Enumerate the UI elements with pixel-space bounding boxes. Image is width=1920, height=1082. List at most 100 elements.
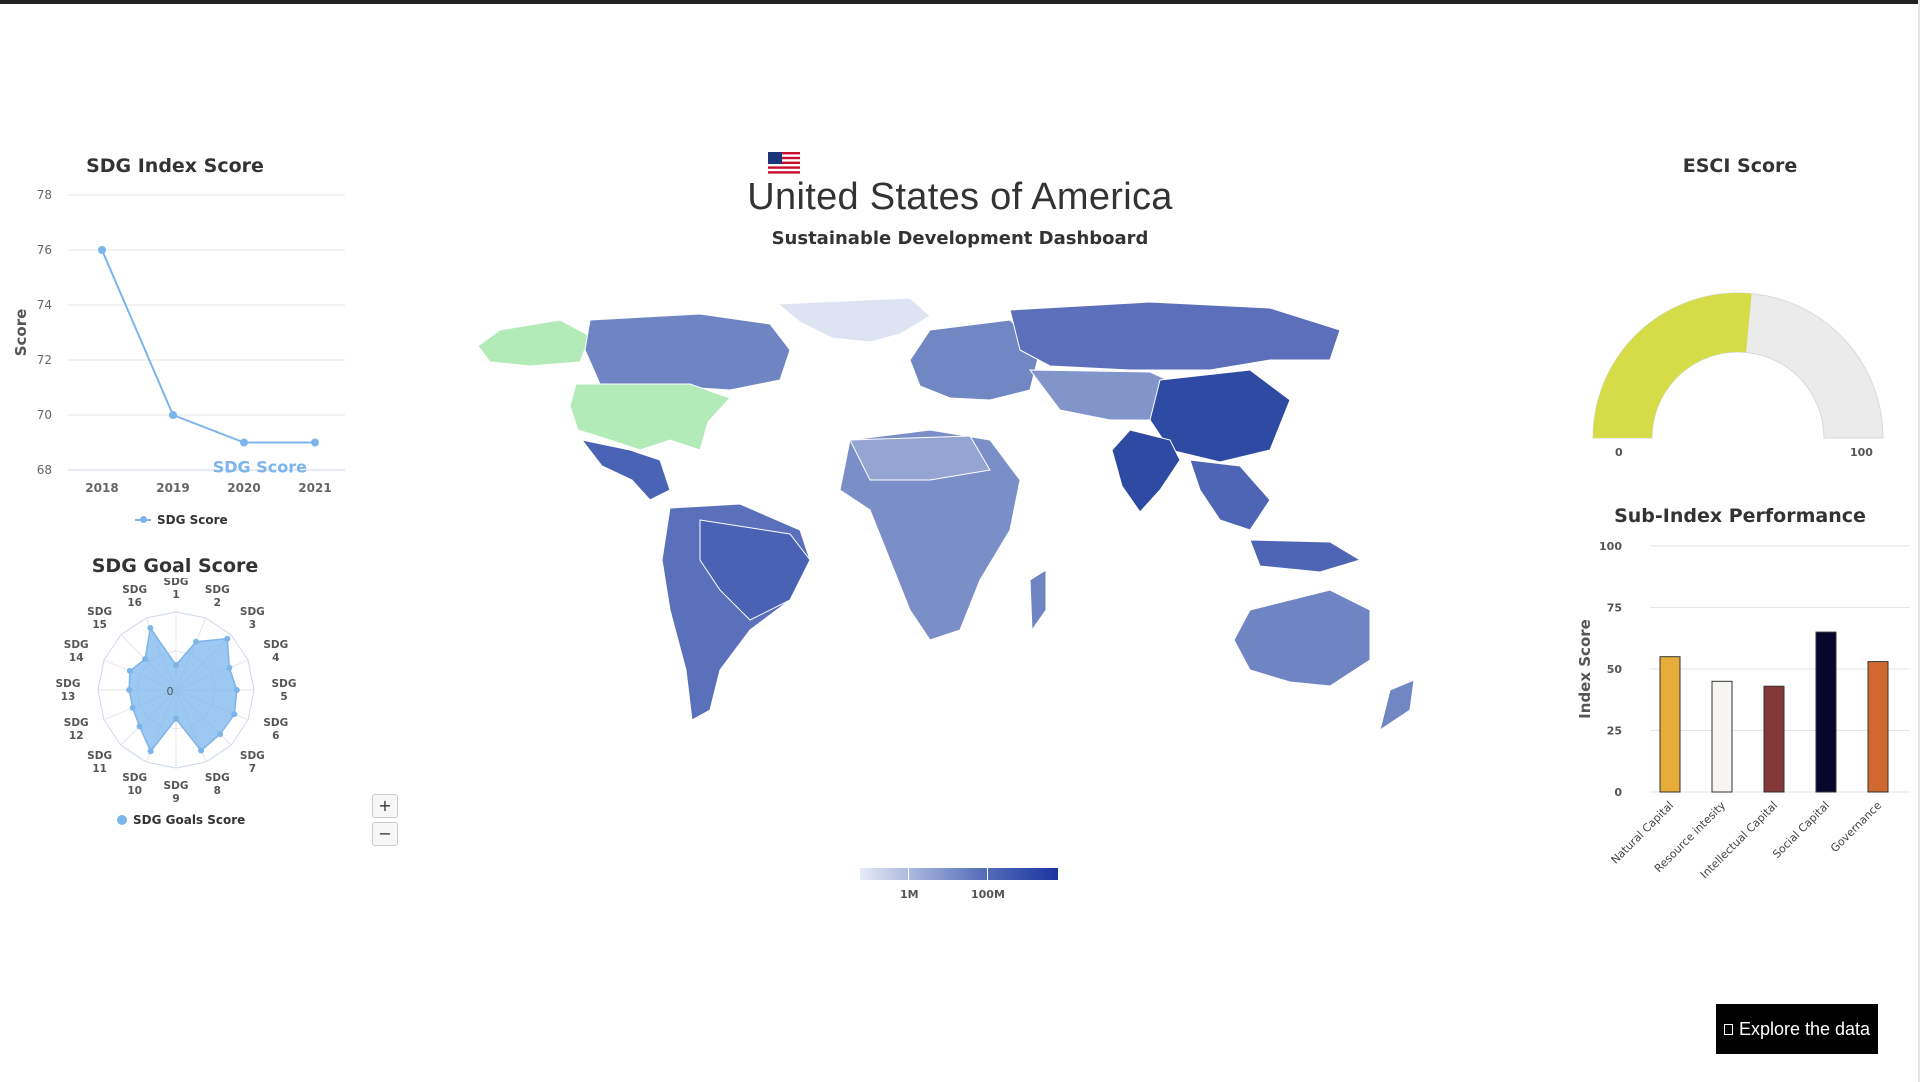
world-map[interactable]	[370, 290, 1560, 850]
y-tick-label: 72	[37, 353, 52, 367]
zoom-out-button[interactable]: −	[372, 822, 398, 846]
radar-axis-label: SDG	[56, 678, 81, 690]
right-border	[1918, 0, 1920, 1082]
legend-dot-marker	[117, 815, 127, 825]
external-box-icon	[1723, 1023, 1733, 1035]
radar-axis-number: 12	[69, 730, 84, 742]
explore-data-label: Explore the data	[1738, 1018, 1871, 1039]
radar-axis-number: 16	[127, 597, 142, 609]
radar-point	[198, 747, 205, 754]
data-point	[240, 438, 248, 447]
radar-point	[129, 704, 136, 711]
sdg-goal-legend[interactable]: SDG Goals Score	[117, 813, 245, 827]
sdg-index-line-chart: 68 70 72 74 76 78 2018 2019 2020 2021 Score SDG Sco…	[12, 188, 345, 495]
radar-axis-label: SDG	[205, 584, 230, 596]
radar-point	[233, 687, 240, 693]
radar-axis-label: SDG	[87, 606, 112, 618]
data-point	[169, 411, 177, 419]
radar-axis-label: SDG	[122, 772, 147, 784]
radar-axis-number: 9	[172, 793, 179, 805]
y-tick-label: 25	[1607, 725, 1622, 738]
radar-axis-label: SDG	[164, 780, 189, 792]
esci-title: ESCI Score	[1682, 155, 1798, 177]
map-region-se-asia	[1189, 459, 1271, 531]
bar	[1867, 661, 1889, 793]
map-region-alaska	[477, 319, 591, 367]
explore-data-button[interactable]: Explore the data	[1716, 1004, 1878, 1054]
map-region-australia	[1233, 589, 1371, 687]
radar-axis-label: SDG	[263, 717, 288, 729]
map-region-canada	[584, 313, 791, 391]
radar-axis-number: 4	[272, 652, 279, 664]
us-flag-icon	[768, 152, 800, 176]
y-tick-label: 100	[1599, 540, 1622, 553]
radar-axis-label: SDG	[240, 750, 265, 762]
legend-line-marker	[135, 516, 151, 523]
x-tick-label: 2020	[227, 481, 260, 495]
gauge-min-label: 0	[1615, 446, 1623, 459]
colorbar-label-1m: 1M	[900, 888, 919, 901]
sdg-goal-title: SDG Goal Score	[91, 555, 259, 577]
radar-axis-label: SDG	[205, 772, 230, 784]
radar-point	[231, 711, 238, 718]
radar-axis-number: 8	[214, 785, 221, 797]
radar-axis-label: SDG	[263, 639, 288, 651]
radar-axis-label: SDG	[122, 584, 147, 596]
y-axis-label: Score	[12, 309, 30, 357]
y-tick-label: 50	[1607, 663, 1623, 676]
y-tick-label: 70	[37, 408, 52, 422]
sdg-index-legend-label: SDG Score	[157, 513, 228, 527]
radar-point	[126, 687, 133, 693]
radar-point	[147, 625, 154, 632]
map-region-africa-north	[849, 435, 991, 481]
radar-axis-number: 11	[92, 763, 107, 775]
radar-axis-number: 5	[280, 691, 287, 703]
gauge-fill	[1593, 293, 1752, 438]
y-tick-label: 68	[37, 463, 52, 477]
map-region-greenland	[776, 297, 931, 343]
sdg-index-legend[interactable]: SDG Score	[135, 513, 228, 527]
sdg-index-title: SDG Index Score	[86, 155, 264, 177]
bar	[1711, 680, 1733, 793]
radar-axis-label: SDG	[272, 678, 297, 690]
radar-axis-number: 3	[249, 619, 256, 631]
bar	[1815, 631, 1837, 793]
sub-index-title: Sub-Index Performance	[1614, 505, 1866, 527]
top-border	[0, 0, 1920, 4]
zoom-in-button[interactable]: +	[372, 794, 398, 818]
radar-axis-label: SDG	[164, 578, 189, 588]
radar-point	[136, 723, 143, 730]
country-name: United States of America	[747, 176, 1173, 218]
series-line	[101, 249, 315, 444]
radar-point	[226, 664, 233, 671]
map-region-brazil	[699, 519, 811, 621]
map-region-russia	[1009, 301, 1341, 371]
radar-point	[173, 662, 179, 669]
x-tick-label: 2019	[156, 481, 189, 495]
radar-axis-number: 15	[92, 619, 107, 631]
y-tick-label: 75	[1607, 602, 1622, 615]
radar-axis-label: SDG	[240, 606, 265, 618]
radar-point	[126, 667, 133, 674]
colorbar-tick	[987, 868, 988, 880]
esci-gauge	[1592, 292, 1884, 439]
radar-axis-number: 10	[127, 785, 142, 797]
map-colorbar	[860, 868, 1058, 880]
data-point	[98, 246, 106, 254]
radar-point	[142, 656, 149, 663]
radar-axis-number: 14	[69, 652, 84, 664]
y-axis-label: Index Score	[1576, 619, 1594, 719]
dashboard-subtitle: Sustainable Development Dashboard	[771, 228, 1149, 249]
map-region-africa	[839, 429, 1021, 641]
radar-axis-label: SDG	[64, 717, 89, 729]
map-region-usa	[569, 383, 731, 451]
radar-point	[217, 731, 224, 738]
x-tick-label: 2018	[85, 481, 118, 495]
colorbar-tick	[908, 868, 909, 880]
radar-axis-label: SDG	[64, 639, 89, 651]
map-region-madagascar	[1029, 569, 1047, 632]
sdg-goal-legend-label: SDG Goals Score	[133, 813, 246, 827]
y-tick-label: 74	[37, 298, 52, 312]
radar-point	[173, 715, 179, 722]
